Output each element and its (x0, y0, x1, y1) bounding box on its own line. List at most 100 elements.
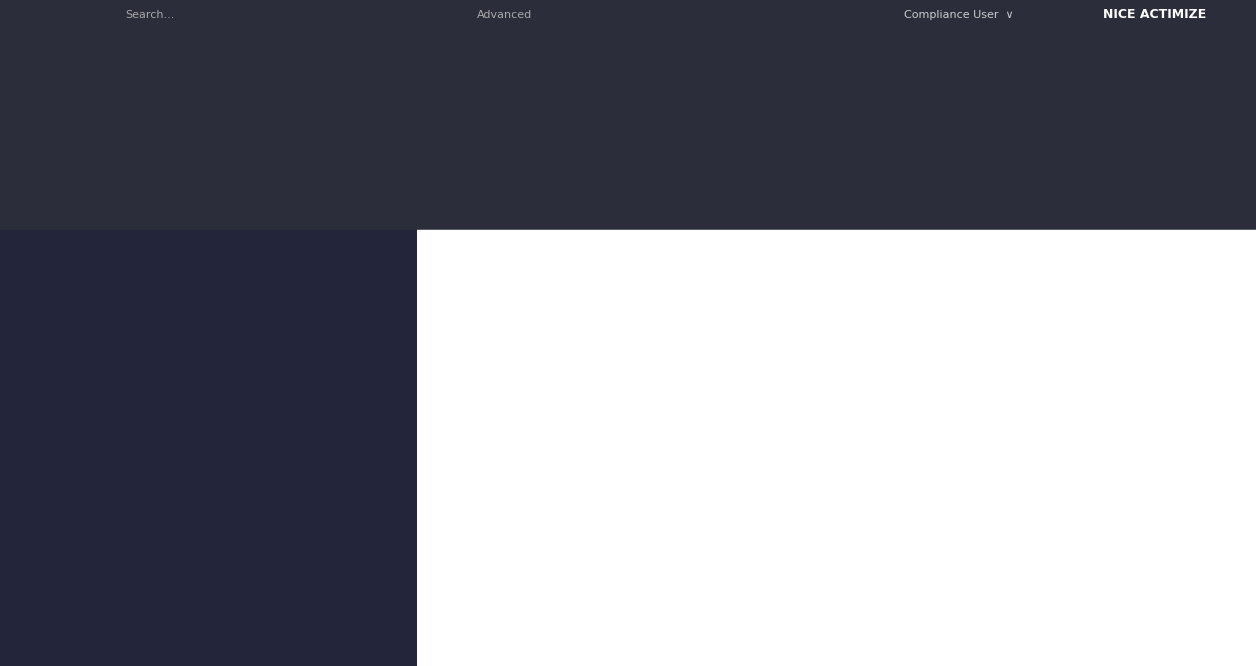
Text: Asset Class: Asset Class (589, 40, 707, 60)
Text: 64%: 64% (347, 417, 371, 428)
Text: 2,245: 2,245 (275, 119, 340, 139)
Text: 52%: 52% (382, 254, 406, 265)
Text: 100%: 100% (396, 603, 426, 613)
Text: Jeffrey Scott: Jeffrey Scott (43, 510, 121, 520)
Text: Elizabeth
Sager: Elizabeth Sager (43, 388, 100, 410)
Text: Fair Dealing: Fair Dealing (157, 278, 219, 288)
Text: OPT: OPT (1128, 53, 1166, 71)
Text: Alert Type: Alert Type (157, 184, 212, 194)
Text: Information Barriers: Information Barriers (157, 348, 263, 358)
Bar (265, 508, 556, 522)
Text: 60%: 60% (457, 301, 481, 311)
Text: NICE ACTIMIZE: NICE ACTIMIZE (1103, 9, 1206, 21)
Text: 100%: 100% (396, 510, 426, 520)
Text: 730: 730 (1125, 119, 1168, 139)
Text: 73%: 73% (438, 464, 462, 474)
Text: FX: FX (916, 53, 939, 71)
Text: Elizabeth
Patterson: Elizabeth Patterson (43, 318, 103, 340)
Text: Compliance User  ∨: Compliance User ∨ (904, 10, 1014, 20)
Bar (265, 485, 417, 499)
Bar (318, 253, 470, 266)
Text: Market Manipulation: Market Manipulation (157, 510, 264, 520)
Text: 18%: 18% (522, 440, 545, 450)
Bar (265, 369, 324, 383)
Bar (452, 230, 556, 244)
Text: Gregory
Harris: Gregory Harris (43, 458, 93, 480)
Text: Information Barriers: Information Barriers (157, 603, 263, 613)
Text: 18%: 18% (280, 254, 303, 265)
Text: 15%: 15% (524, 394, 546, 404)
Text: 15%: 15% (304, 649, 328, 659)
Bar (507, 438, 560, 452)
Text: 31%: 31% (500, 324, 524, 334)
Text: Fair Dealing: Fair Dealing (157, 208, 219, 218)
Text: Mary Garcia: Mary Garcia (43, 579, 118, 590)
Bar (265, 276, 402, 290)
Bar (472, 531, 556, 545)
Bar (265, 438, 507, 452)
Text: Fair Dealing: Fair Dealing (157, 533, 219, 543)
Text: Market Manipulation: Market Manipulation (157, 487, 264, 497)
Bar (265, 624, 556, 638)
Text: Search...: Search... (126, 10, 175, 20)
Text: 30%: 30% (298, 208, 320, 218)
Text: 56%: 56% (335, 557, 358, 567)
Bar (402, 276, 556, 290)
Text: Trader Alerts Trend: Trader Alerts Trend (558, 170, 739, 188)
Text: EQ: EQ (295, 53, 320, 71)
Bar (265, 462, 344, 476)
Bar (294, 647, 338, 661)
Text: 40%: 40% (371, 371, 393, 381)
Bar (265, 555, 428, 569)
Bar (382, 299, 556, 313)
Text: Market Manipulation: Market Manipulation (157, 371, 264, 381)
Text: 30%: 30% (501, 254, 525, 265)
Bar (265, 322, 399, 336)
Text: Advanced: Advanced (477, 10, 533, 20)
Bar (265, 578, 556, 591)
Bar (440, 369, 556, 383)
Bar (265, 531, 472, 545)
Text: 20%: 20% (283, 371, 306, 381)
Text: Market Manipulation: Market Manipulation (157, 626, 264, 636)
Bar (265, 299, 382, 313)
Text: Chris Dorland: Chris Dorland (43, 208, 128, 218)
Text: 23%: 23% (421, 324, 445, 334)
Text: 56%: 56% (358, 232, 382, 242)
Bar (514, 392, 556, 406)
Text: FI: FI (494, 53, 511, 71)
Text: 100%: 100% (396, 579, 426, 590)
Text: 47%: 47% (322, 278, 345, 288)
Bar (289, 230, 452, 244)
Text: Trader Name: Trader Name (45, 184, 117, 194)
Text: Fair Dealing: Fair Dealing (157, 649, 219, 659)
Text: Market Manipulation: Market Manipulation (157, 254, 264, 265)
Text: 30%: 30% (501, 208, 525, 218)
Text: 40%: 40% (487, 371, 510, 381)
Bar (324, 369, 440, 383)
Text: Information Barriers: Information Barriers (157, 417, 263, 428)
Text: 83%: 83% (374, 440, 398, 450)
Bar (265, 416, 452, 429)
Bar (399, 322, 466, 336)
Text: Sally Dean: Sally Dean (43, 649, 109, 659)
Bar (344, 462, 556, 476)
Text: 40%: 40% (311, 301, 335, 311)
Bar (470, 253, 556, 266)
Bar (338, 647, 556, 661)
Text: 100%: 100% (396, 348, 426, 358)
Text: Information Barriers: Information Barriers (157, 232, 263, 242)
Bar (265, 647, 294, 661)
Text: Information Barriers: Information Barriers (157, 557, 263, 567)
Text: 52%: 52% (329, 487, 353, 497)
Text: Fair Dealing: Fair Dealing (157, 324, 219, 334)
Text: 85%: 85% (378, 394, 401, 404)
Text: Drew Fossum: Drew Fossum (43, 278, 126, 288)
Text: Information Barriers: Information Barriers (157, 464, 263, 474)
Text: 48%: 48% (475, 487, 499, 497)
Text: 46%: 46% (320, 324, 344, 334)
Bar (265, 253, 318, 266)
Text: 27%: 27% (293, 464, 317, 474)
Text: 1,440: 1,440 (470, 119, 535, 139)
Bar (265, 601, 556, 615)
